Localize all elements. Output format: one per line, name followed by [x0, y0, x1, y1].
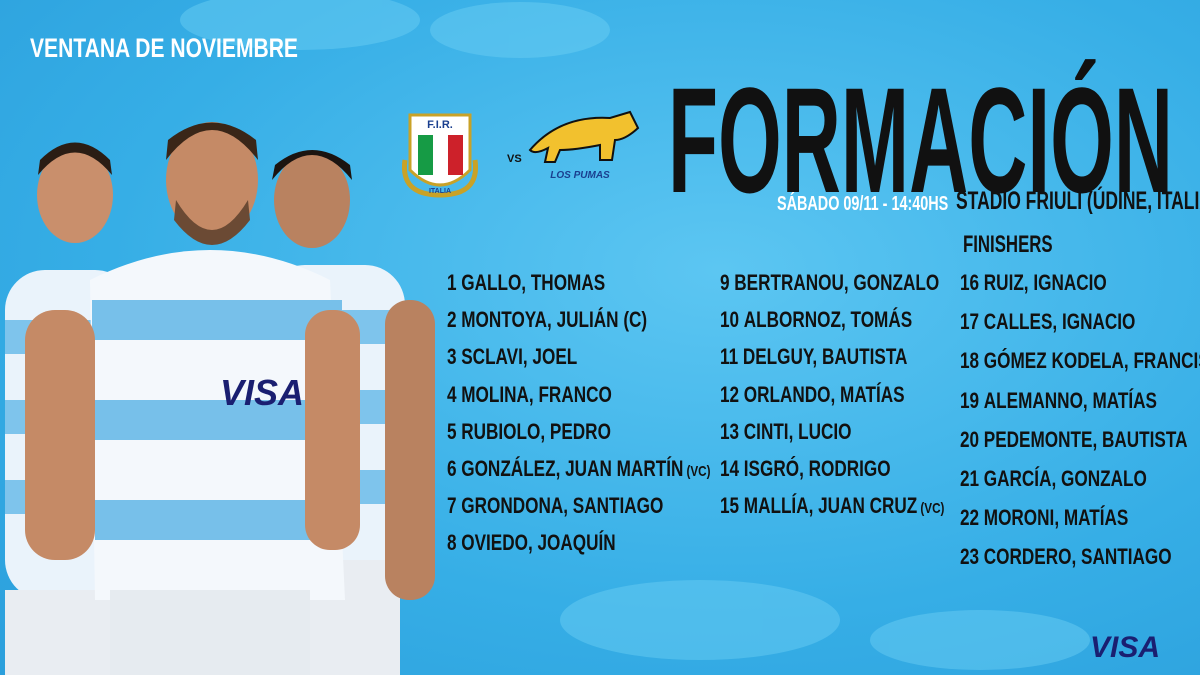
player-name: ALEMANNO, MATÍAS	[983, 387, 1157, 413]
player-row: 13 CINTI, LUCIO	[720, 419, 852, 445]
player-number: 19	[960, 387, 980, 413]
player-name: GARCÍA, GONZALO	[983, 466, 1147, 491]
player-tag: (VC)	[686, 463, 711, 480]
finishers-title: FINISHERS	[963, 231, 1053, 258]
player-row: 10 ALBORNOZ, TOMÁS	[720, 307, 912, 333]
player-number: 12	[720, 381, 740, 407]
player-row: 21 GARCÍA, GONZALO	[960, 466, 1147, 492]
italy-logo-text: F.I.R.	[427, 119, 453, 131]
sponsor-logo: VISA	[1090, 631, 1160, 664]
player-row: 1 GALLO, THOMAS	[447, 270, 605, 296]
player-name: SCLAVI, JOEL	[461, 344, 578, 370]
player-number: 10	[720, 307, 740, 333]
players: VISA	[5, 122, 435, 675]
player-number: 20	[960, 426, 980, 452]
pumas-logo-text: LOS PUMAS	[550, 170, 610, 181]
player-number: 5	[447, 418, 457, 444]
player-name: MALLÍA, JUAN CRUZ	[743, 493, 918, 519]
player-row: 2 MONTOYA, JULIÁN (C)	[447, 307, 647, 333]
italy-logo: F.I.R. ITALIA	[401, 113, 479, 198]
player-name: CALLES, IGNACIO	[983, 309, 1136, 335]
player-name: RUBIOLO, PEDRO	[461, 418, 611, 444]
player-name: ISGRÓ, RODRIGO	[743, 456, 891, 481]
player-row: 4 MOLINA, FRANCO	[447, 382, 612, 408]
player-name: CINTI, LUCIO	[743, 418, 852, 444]
player-name: DELGUY, BAUTISTA	[742, 344, 908, 370]
match-date: SÁBADO 09/11 - 14:40HS	[777, 193, 949, 215]
player-row: 12 ORLANDO, MATÍAS	[720, 382, 905, 408]
player-name: GALLO, THOMAS	[461, 270, 606, 295]
player-row: 5 RUBIOLO, PEDRO	[447, 419, 611, 445]
player-number: 2	[447, 307, 457, 333]
player-number: 4	[447, 381, 457, 407]
jersey-sponsor: VISA	[220, 372, 304, 413]
player-number: 3	[447, 344, 457, 370]
player-name: ALBORNOZ, TOMÁS	[743, 307, 913, 333]
pumas-logo: LOS PUMAS	[528, 110, 640, 181]
player-row: 11 DELGUY, BAUTISTA	[720, 344, 907, 370]
player-name: GONZÁLEZ, JUAN MARTÍN	[461, 456, 684, 481]
match-venue: STADIO FRIULI (ÚDINE, ITALIA)	[956, 187, 1200, 215]
player-name: MONTOYA, JULIÁN (C)	[461, 307, 648, 333]
player-number: 1	[447, 270, 457, 295]
player-name: GRONDONA, SANTIAGO	[461, 493, 664, 519]
player-name: RUIZ, IGNACIO	[983, 270, 1107, 295]
player-number: 14	[720, 456, 740, 481]
player-number: 13	[720, 418, 740, 444]
italy-logo-name: ITALIA	[429, 188, 451, 195]
player-tag: (VC)	[920, 500, 945, 518]
player-row: 6 GONZÁLEZ, JUAN MARTÍN (VC)	[447, 456, 711, 482]
player-number: 15	[720, 493, 740, 519]
player-number: 17	[960, 309, 980, 335]
player-row: 16 RUIZ, IGNACIO	[960, 270, 1107, 296]
player-row: 3 SCLAVI, JOEL	[447, 344, 577, 370]
series-label: VENTANA DE NOVIEMBRE	[30, 33, 298, 63]
player-number: 18	[960, 348, 980, 374]
player-name: MOLINA, FRANCO	[461, 381, 612, 407]
player-name: OVIEDO, JOAQUÍN	[461, 530, 616, 556]
player-name: PEDEMONTE, BAUTISTA	[983, 426, 1188, 452]
title-box: FORMACIÓN	[668, 56, 1173, 200]
player-row: 19 ALEMANNO, MATÍAS	[960, 388, 1157, 414]
player-row: 7 GRONDONA, SANTIAGO	[447, 493, 663, 519]
player-row: 14 ISGRÓ, RODRIGO	[720, 456, 891, 482]
player-number: 16	[960, 270, 980, 295]
player-row: 15 MALLÍA, JUAN CRUZ (VC)	[720, 493, 944, 519]
player-number: 23	[960, 544, 980, 570]
player-number: 21	[960, 466, 980, 491]
player-number: 9	[720, 270, 730, 295]
player-number: 7	[447, 493, 457, 519]
player-number: 11	[720, 344, 739, 370]
player-number: 6	[447, 456, 457, 481]
player-name: GÓMEZ KODELA, FRANCISCO	[983, 348, 1200, 374]
player-name: BERTRANOU, GONZALO	[734, 270, 940, 295]
title: FORMACIÓN	[668, 56, 1173, 200]
vs-label: VS	[507, 153, 522, 165]
player-number: 8	[447, 530, 457, 556]
player-row: 22 MORONI, MATÍAS	[960, 505, 1128, 531]
player-number: 22	[960, 505, 980, 531]
player-row: 23 CORDERO, SANTIAGO	[960, 544, 1172, 570]
player-row: 9 BERTRANOU, GONZALO	[720, 270, 939, 296]
player-name: MORONI, MATÍAS	[983, 505, 1129, 531]
player-name: CORDERO, SANTIAGO	[983, 544, 1172, 570]
player-row: 17 CALLES, IGNACIO	[960, 309, 1135, 335]
player-row: 20 PEDEMONTE, BAUTISTA	[960, 427, 1187, 453]
player-name: ORLANDO, MATÍAS	[743, 381, 905, 407]
player-row: 8 OVIEDO, JOAQUÍN	[447, 530, 616, 556]
